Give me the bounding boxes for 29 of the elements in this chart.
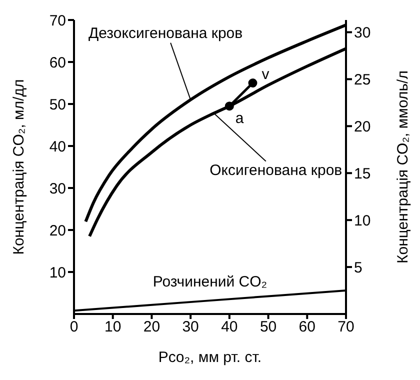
y2-tick-label: 20 [354,118,371,136]
y-tick-label: 30 [49,180,66,198]
y-tick-label: 70 [49,12,66,30]
text: Оксигенована кров [210,162,342,180]
y2-tick-label: 5 [354,259,362,276]
x-tick-label: 0 [70,318,78,336]
x-axis-title: Pco₂, мм рт. ст. [158,349,262,366]
y-tick-label: 50 [49,96,66,114]
y2-tick-label: 25 [354,72,371,88]
annotation: a [235,110,244,128]
x-tick-label: 70 [338,318,354,336]
y-tick-label: 10 [49,264,66,282]
y-tick-label: 60 [49,54,66,72]
y-tick-label: 20 [49,222,66,240]
x-tick-label: 30 [182,318,199,336]
x-tick-label: 60 [298,318,316,336]
y2-tick-label: 30 [354,24,371,42]
series-label: Розчинений CO₂ [152,274,268,291]
x-tick-label: 10 [104,318,122,336]
y2-axis-title: Концентрація CO₂, ммоль/л [394,70,412,264]
x-tick-label: 20 [143,318,160,336]
y-tick-label: 40 [49,138,66,156]
y-axis-title: Концентрація CO₂, мл/дл [10,79,28,255]
x-tick-label: 50 [260,318,277,336]
x-tick-label: 40 [221,318,238,336]
y2-tick-label: 10 [354,212,371,230]
series-label: Дезоксигенована кров [88,24,243,42]
y2-tick-label: 15 [354,165,371,182]
annotation: v [262,66,270,83]
